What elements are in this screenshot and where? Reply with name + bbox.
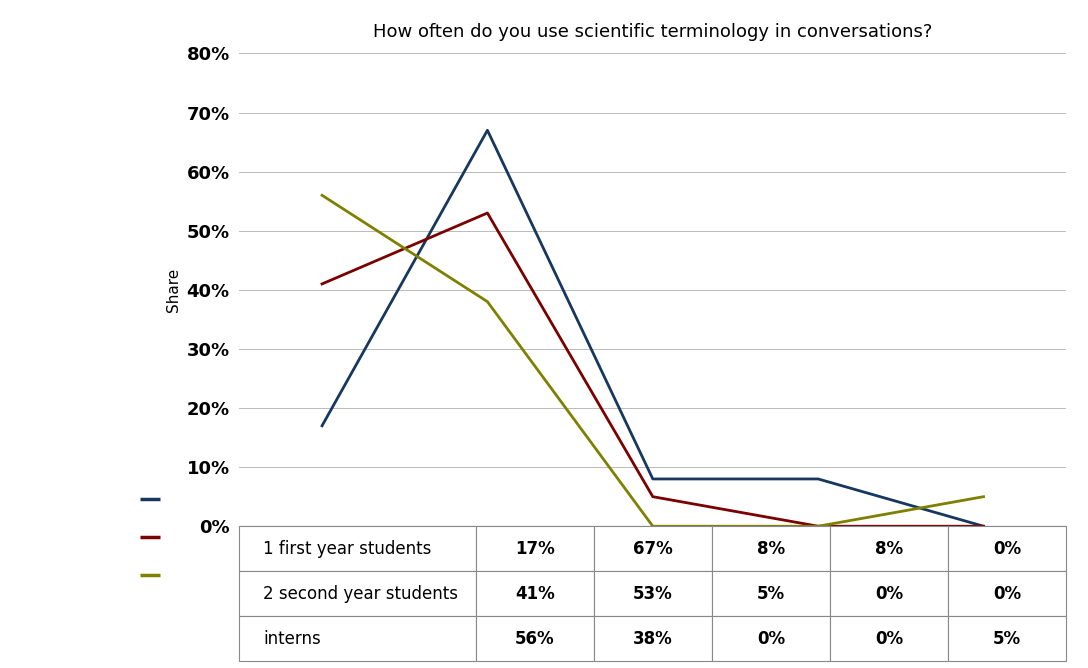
Title: How often do you use scientific terminology in conversations?: How often do you use scientific terminol…: [373, 23, 932, 41]
Y-axis label: Share: Share: [165, 268, 181, 312]
